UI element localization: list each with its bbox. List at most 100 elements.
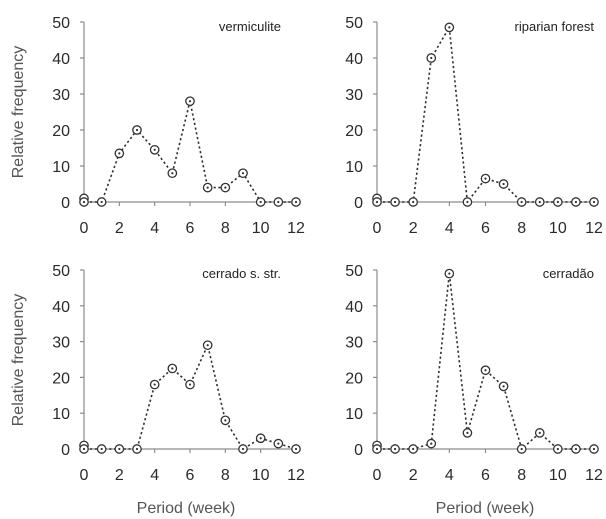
- data-point: [534, 197, 545, 207]
- data-point: [426, 438, 437, 449]
- y-tick-label: 50: [52, 263, 70, 280]
- data-point: [238, 444, 248, 454]
- x-tick-label: 12: [585, 467, 603, 484]
- data-point: [255, 433, 266, 444]
- data-point: [516, 197, 527, 207]
- panel-title: riparian forest: [515, 19, 595, 34]
- data-point: [390, 444, 400, 454]
- data-point: [220, 182, 231, 193]
- x-tick-label: 2: [115, 467, 124, 484]
- data-point: [480, 173, 491, 184]
- data-point: [408, 444, 419, 454]
- data-point: [114, 444, 125, 454]
- data-point: [167, 363, 178, 374]
- data-point: [534, 428, 545, 438]
- y-tick-label: 0: [61, 442, 70, 459]
- data-point: [79, 444, 89, 454]
- series-line: [376, 273, 594, 451]
- y-tick-label: 10: [345, 406, 363, 423]
- data-point: [408, 197, 419, 207]
- data-point: [589, 197, 599, 207]
- data-point: [220, 415, 231, 426]
- data-point: [202, 182, 213, 193]
- data-point: [185, 96, 195, 107]
- x-tick-label: 6: [186, 220, 195, 237]
- data-point: [444, 268, 455, 279]
- y-tick-label: 10: [52, 159, 70, 176]
- data-point: [589, 444, 599, 454]
- data-point: [571, 197, 581, 207]
- data-point: [571, 444, 581, 454]
- y-tick-label: 40: [52, 299, 70, 316]
- data-point: [552, 197, 563, 207]
- data-point: [480, 365, 491, 376]
- y-axis-label: Relative frequency: [10, 294, 27, 427]
- y-tick-label: 10: [52, 406, 70, 423]
- data-point: [426, 53, 437, 63]
- y-tick-label: 30: [52, 87, 70, 104]
- data-point: [273, 197, 284, 207]
- x-tick-label: 0: [373, 467, 382, 484]
- data-point: [291, 444, 301, 454]
- series-line: [83, 342, 297, 451]
- y-tick-label: 30: [345, 87, 363, 104]
- x-tick-label: 12: [287, 220, 305, 237]
- panel-3: 0 10 20 30 40 50 0 2 4 6 8 10 12 cerrado s. str.: [52, 263, 305, 484]
- x-tick-label: 4: [150, 467, 159, 484]
- y-tick-label: 50: [345, 15, 363, 32]
- data-point: [132, 444, 142, 454]
- data-point: [202, 340, 213, 351]
- x-tick-label: 12: [585, 220, 603, 237]
- data-point: [114, 148, 125, 159]
- panel-2: 0 10 20 30 40 50 0 2 4 6 8 10 12 riparian forest: [345, 15, 603, 237]
- y-tick-label: 10: [345, 159, 363, 176]
- y-tick-label: 30: [52, 335, 70, 352]
- y-tick-label: 40: [345, 299, 363, 316]
- x-axis-label: Period (week): [137, 500, 236, 517]
- series-line: [83, 101, 296, 203]
- x-tick-label: 0: [80, 467, 89, 484]
- y-tick-label: 0: [354, 195, 363, 212]
- x-tick-label: 0: [80, 220, 89, 237]
- x-tick-label: 6: [481, 220, 490, 237]
- x-tick-label: 6: [481, 467, 490, 484]
- y-tick-label: 0: [354, 442, 363, 459]
- data-point: [149, 379, 160, 390]
- panel-1: 0 10 20 30 40 50 0 2 4 6 8 10 12 vermiculite: [52, 15, 305, 237]
- data-point: [462, 197, 473, 207]
- x-tick-label: 4: [150, 220, 159, 237]
- data-point: [96, 197, 107, 207]
- x-tick-label: 10: [549, 220, 567, 237]
- data-point: [372, 444, 382, 454]
- data-point: [132, 125, 142, 135]
- x-tick-label: 8: [221, 467, 230, 484]
- data-point: [498, 179, 509, 189]
- x-tick-label: 0: [373, 220, 382, 237]
- y-tick-label: 20: [52, 123, 70, 140]
- y-tick-label: 50: [345, 263, 363, 280]
- data-point: [444, 22, 455, 33]
- data-point: [185, 379, 195, 390]
- panel-4: 0 10 20 30 40 50 0 2 4 6 8 10 12 cerradão: [345, 263, 603, 484]
- data-point: [255, 197, 266, 207]
- data-point: [79, 197, 89, 207]
- data-point: [462, 428, 473, 438]
- panel-title: vermiculite: [219, 19, 281, 34]
- x-tick-label: 8: [517, 220, 526, 237]
- data-point: [167, 168, 178, 179]
- data-point: [149, 144, 160, 155]
- data-point: [516, 444, 527, 454]
- data-point: [390, 197, 400, 207]
- y-tick-label: 40: [52, 51, 70, 68]
- data-point: [238, 168, 248, 179]
- y-tick-label: 30: [345, 335, 363, 352]
- x-axis-label: Period (week): [436, 500, 535, 517]
- y-tick-label: 20: [345, 370, 363, 387]
- panel-title: cerradão: [543, 266, 594, 281]
- y-tick-label: 0: [61, 195, 70, 212]
- data-point: [498, 381, 509, 392]
- x-tick-label: 2: [115, 220, 124, 237]
- x-tick-label: 4: [445, 467, 454, 484]
- x-tick-label: 6: [186, 467, 195, 484]
- y-tick-label: 20: [345, 123, 363, 140]
